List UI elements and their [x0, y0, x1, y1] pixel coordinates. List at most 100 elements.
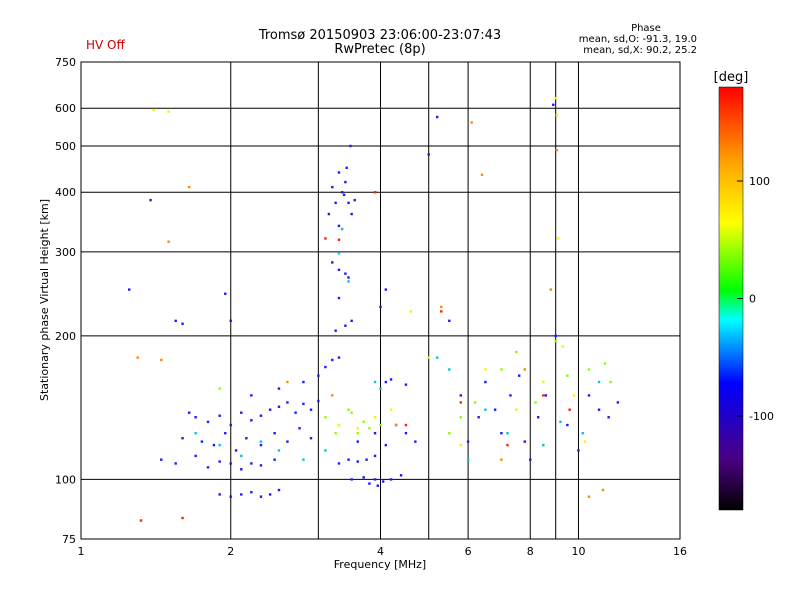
data-point: [324, 237, 327, 240]
data-point: [229, 319, 232, 323]
data-point: [544, 394, 548, 397]
data-point: [500, 458, 503, 461]
data-point: [466, 440, 470, 443]
data-point: [379, 305, 382, 309]
data-point: [414, 440, 417, 443]
data-point: [240, 468, 243, 471]
data-point: [174, 462, 177, 465]
data-point: [515, 350, 518, 354]
data-point: [344, 324, 347, 327]
data-point: [349, 144, 352, 148]
y-tick-label: 600: [55, 102, 76, 115]
data-points: [128, 96, 620, 522]
data-point: [218, 493, 221, 496]
data-point: [493, 408, 497, 411]
data-point: [384, 380, 388, 384]
data-point: [587, 394, 591, 397]
data-point: [234, 449, 238, 452]
data-point: [554, 339, 557, 343]
data-point: [529, 458, 532, 461]
data-point: [337, 224, 341, 228]
data-point: [206, 420, 210, 424]
data-point: [345, 166, 348, 170]
data-point: [379, 387, 382, 390]
data-point: [250, 394, 253, 397]
data-point: [448, 368, 451, 371]
data-point: [347, 280, 350, 283]
data-point: [350, 212, 353, 216]
data-point: [484, 368, 487, 371]
x-tick-label: 1: [78, 545, 85, 558]
data-point: [523, 440, 526, 443]
phase-x-stats: mean, sd,X: 90.2, 25.2: [583, 45, 697, 56]
data-point: [607, 416, 610, 419]
data-point: [259, 495, 263, 498]
data-point: [334, 201, 337, 205]
data-point: [534, 401, 537, 404]
plot-frame: [80, 61, 681, 540]
data-point: [250, 419, 253, 422]
data-point: [459, 416, 462, 419]
data-point: [368, 482, 371, 485]
data-point: [344, 272, 347, 275]
data-point: [240, 493, 243, 496]
data-point: [268, 493, 272, 496]
data-point: [616, 401, 620, 404]
x-tick-label: 8: [527, 545, 534, 558]
data-point: [577, 449, 580, 452]
grid: [81, 62, 680, 539]
data-point: [240, 411, 243, 414]
y-tick-label: 500: [55, 140, 76, 153]
data-point: [356, 440, 359, 443]
data-point: [555, 148, 559, 152]
data-point: [552, 103, 555, 107]
data-point: [556, 237, 560, 240]
data-point: [368, 427, 371, 430]
data-point: [194, 431, 197, 435]
data-point: [324, 416, 327, 419]
data-point: [273, 431, 276, 435]
data-point: [277, 405, 281, 408]
data-point: [302, 402, 305, 406]
data-point: [194, 454, 197, 458]
phase-o-stats: mean, sd,O: -91.3, 19.0: [579, 34, 697, 45]
data-point: [601, 488, 605, 492]
data-point: [389, 408, 393, 411]
data-point: [404, 431, 408, 435]
data-point: [347, 276, 350, 279]
data-point: [409, 310, 412, 313]
data-point: [331, 261, 334, 264]
data-point: [250, 491, 253, 494]
data-point: [542, 380, 545, 384]
data-point: [583, 440, 587, 443]
chart-title: Tromsø 20150903 23:06:00-23:07:43: [258, 28, 501, 43]
data-point: [566, 423, 569, 427]
data-point: [459, 401, 462, 404]
data-point: [561, 345, 564, 348]
data-point: [568, 408, 571, 411]
x-tick-label: 4: [377, 545, 384, 558]
data-point: [334, 329, 337, 332]
data-point: [342, 193, 346, 197]
data-point: [298, 427, 301, 430]
data-point: [587, 495, 591, 498]
data-point: [181, 516, 184, 520]
data-point: [347, 458, 350, 461]
data-point: [555, 114, 559, 117]
data-point: [337, 296, 341, 300]
data-point: [277, 387, 281, 390]
data-point: [356, 427, 359, 430]
data-point: [337, 238, 341, 241]
colorbar-tick-label: 0: [749, 293, 756, 306]
data-point: [362, 476, 365, 479]
data-point: [459, 394, 462, 397]
x-tick-labels: 1 2 4 6 8 10 16: [78, 545, 688, 558]
data-point: [587, 368, 591, 371]
data-point: [259, 464, 263, 467]
x-axis-label: Frequency [MHz]: [334, 558, 426, 571]
data-point: [448, 319, 451, 323]
data-point: [337, 462, 341, 465]
data-point: [572, 394, 576, 397]
data-point: [435, 115, 439, 119]
data-point: [484, 408, 487, 411]
